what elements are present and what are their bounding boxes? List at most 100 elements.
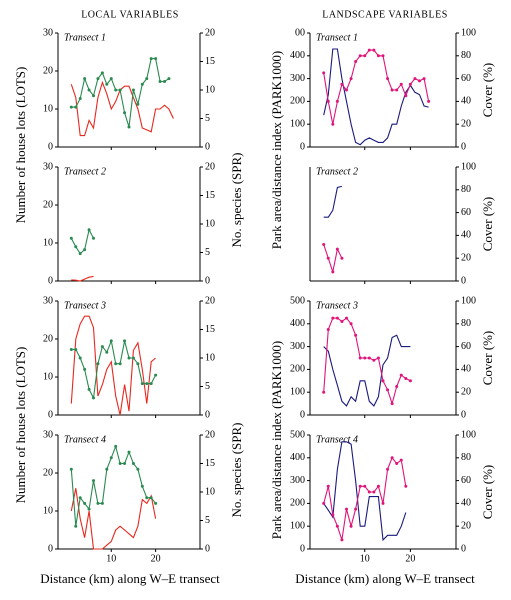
point — [413, 77, 417, 81]
panel-subtitle: Transect 4 — [64, 434, 106, 445]
y2-tick-label: 40 — [461, 364, 471, 375]
series-line — [70, 315, 156, 416]
y2-tick-label: 80 — [461, 452, 471, 463]
point — [331, 513, 335, 517]
y2-tick-label: 0 — [461, 543, 466, 554]
y-tick-label: 0 — [48, 543, 53, 554]
x-tick-label: 10 — [106, 553, 116, 564]
point — [78, 496, 82, 500]
point — [331, 122, 335, 126]
point — [386, 388, 390, 392]
point — [390, 402, 394, 406]
point — [163, 79, 166, 83]
y-tick-label: 200 — [290, 96, 305, 107]
point — [131, 88, 135, 92]
point — [74, 524, 78, 528]
y2-axis-label: Cover (%) — [480, 465, 495, 520]
series-line — [323, 456, 407, 541]
y2-axis-label: No. species (SPR) — [229, 153, 244, 248]
point — [399, 82, 403, 86]
point — [322, 501, 326, 505]
y2-tick-label: 0 — [461, 409, 466, 420]
y2-tick-label: 40 — [461, 230, 471, 241]
point — [114, 88, 118, 92]
y2-tick-label: 15 — [205, 190, 215, 201]
series-line — [323, 244, 343, 275]
panel-subtitle: Transect 2 — [316, 166, 358, 177]
point — [100, 71, 104, 75]
point — [399, 373, 403, 377]
point — [74, 105, 78, 109]
point — [105, 350, 109, 354]
point — [154, 373, 158, 377]
y2-tick-label: 20 — [205, 27, 215, 38]
point — [109, 456, 113, 460]
point — [96, 362, 100, 366]
point — [154, 57, 158, 61]
point — [395, 462, 399, 465]
column-title: LANDSCAPE VARIABLES — [322, 9, 448, 20]
y2-tick-label: 5 — [205, 515, 210, 526]
y2-tick-label: 20 — [461, 386, 471, 397]
y2-tick-label: 15 — [205, 56, 215, 67]
point — [363, 484, 367, 488]
point — [149, 382, 153, 386]
x-tick-label: 20 — [405, 553, 415, 564]
point — [349, 524, 353, 528]
point — [105, 467, 109, 471]
y-tick-label: 200 — [290, 498, 305, 509]
point — [358, 54, 362, 58]
point — [326, 328, 330, 331]
point — [386, 77, 390, 81]
y-tick-label: 30 — [43, 429, 53, 440]
point — [158, 79, 162, 83]
point — [354, 333, 358, 337]
point — [381, 379, 385, 383]
point — [381, 501, 385, 505]
point — [131, 356, 135, 360]
point — [354, 507, 358, 511]
panel-subtitle: Transect 1 — [64, 32, 106, 43]
y-axis-label: Park area/distance index (PARK1000) — [269, 341, 284, 539]
y2-tick-label: 20 — [461, 252, 471, 263]
point — [136, 467, 140, 471]
series-line — [70, 488, 157, 550]
point — [114, 362, 118, 366]
y2-tick-label: 5 — [205, 381, 210, 392]
point — [78, 356, 82, 360]
point — [92, 236, 95, 240]
y2-tick-label: 40 — [461, 96, 471, 107]
point — [145, 77, 149, 81]
point — [127, 356, 131, 360]
y-tick-label: 00 — [295, 27, 305, 38]
point — [140, 484, 144, 488]
point — [340, 320, 344, 324]
y-tick-label: 20 — [43, 467, 53, 478]
point — [345, 316, 348, 320]
y2-tick-label: 100 — [461, 161, 476, 172]
point — [87, 507, 91, 511]
y-tick-label: 10 — [43, 505, 53, 516]
x-axis-label: Distance (km) along W–E transect — [40, 571, 220, 586]
y2-tick-label: 10 — [205, 352, 215, 363]
y-tick-label: 20 — [43, 65, 53, 76]
point — [331, 316, 335, 320]
x-tick-label: 20 — [151, 553, 161, 564]
point — [358, 356, 362, 360]
point — [376, 356, 380, 360]
y-axis-label: Park area/distance index (PARK1000) — [269, 51, 284, 249]
y2-tick-label: 100 — [461, 295, 476, 306]
point — [395, 385, 399, 388]
point — [87, 88, 91, 92]
point — [83, 248, 87, 252]
y-tick-label: 300 — [290, 73, 305, 84]
y-tick-label: 400 — [290, 318, 305, 329]
point — [372, 48, 376, 52]
point — [100, 345, 104, 349]
point — [326, 256, 330, 260]
y-tick-label: 0 — [48, 141, 53, 152]
point — [395, 88, 399, 92]
y2-tick-label: 20 — [205, 429, 215, 440]
point — [422, 77, 426, 81]
panel-subtitle: Transect 3 — [64, 300, 106, 311]
